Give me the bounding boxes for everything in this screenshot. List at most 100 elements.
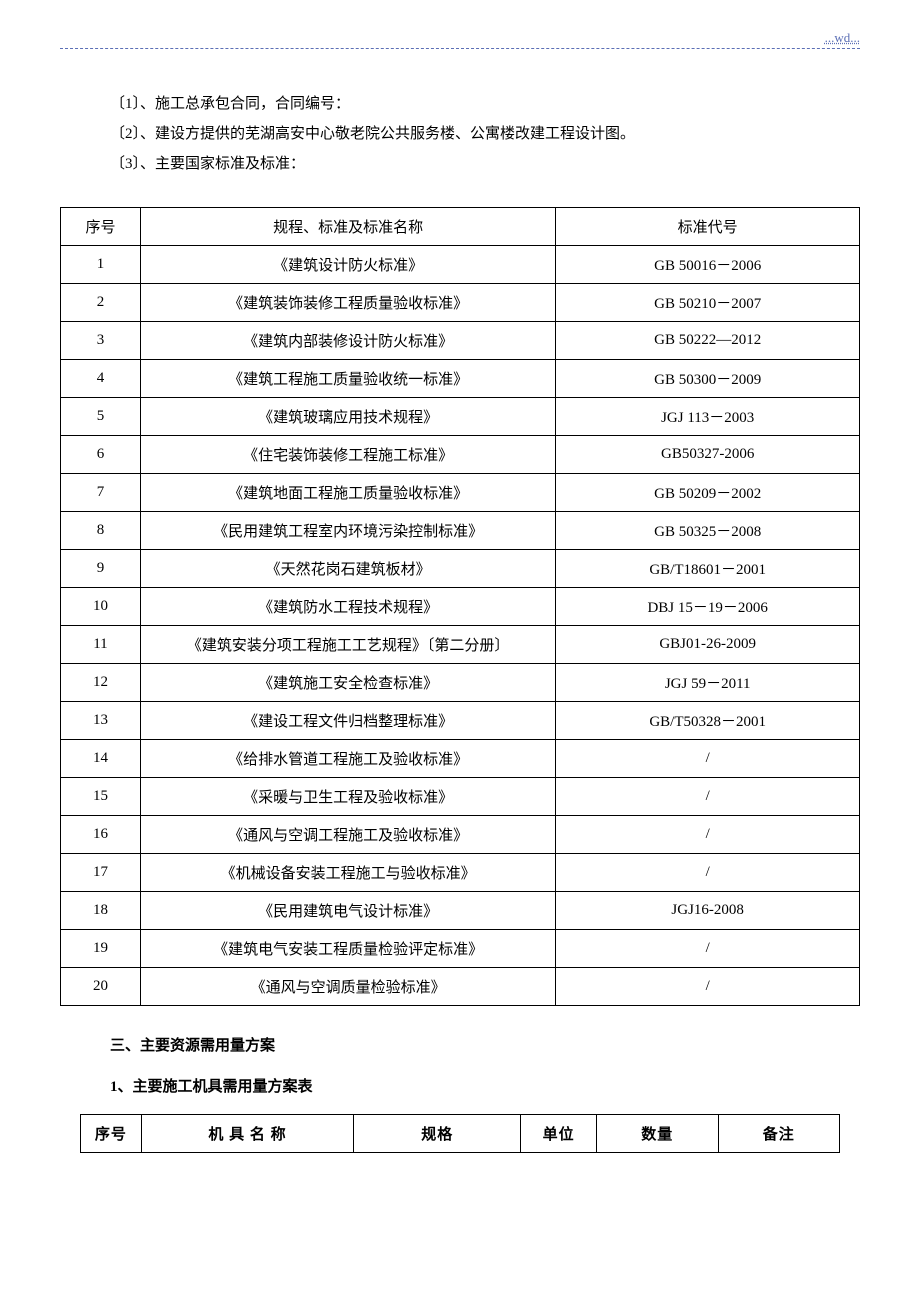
table-row: 12《建筑施工安全检查标准》JGJ 59－2011 <box>61 664 860 702</box>
cell-code: GB/T18601－2001 <box>556 550 860 588</box>
cell-code: GB50327-2006 <box>556 436 860 474</box>
header-name: 规程、标准及标准名称 <box>140 208 555 246</box>
cell-seq: 6 <box>61 436 141 474</box>
cell-seq: 4 <box>61 360 141 398</box>
cell-code: GB 50016－2006 <box>556 246 860 284</box>
header-code: 标准代号 <box>556 208 860 246</box>
cell-seq: 7 <box>61 474 141 512</box>
table-row: 19《建筑电气安装工程质量检验评定标准》/ <box>61 930 860 968</box>
table-row: 8《民用建筑工程室内环境污染控制标准》GB 50325－2008 <box>61 512 860 550</box>
cell-code: GB 50325－2008 <box>556 512 860 550</box>
cell-seq: 14 <box>61 740 141 778</box>
intro-text: 〔1〕、施工总承包合同，合同编号： 〔2〕、建设方提供的芜湖高安中心敬老院公共服… <box>80 89 840 179</box>
tools-header-seq: 序号 <box>81 1115 142 1153</box>
cell-code: JGJ 59－2011 <box>556 664 860 702</box>
cell-code: GB 50222—2012 <box>556 322 860 360</box>
tools-header-remark: 备注 <box>718 1115 839 1153</box>
cell-seq: 17 <box>61 854 141 892</box>
cell-code: GB 50209－2002 <box>556 474 860 512</box>
intro-line-2: 〔2〕、建设方提供的芜湖高安中心敬老院公共服务楼、公寓楼改建工程设计图。 <box>80 119 840 149</box>
cell-name: 《建筑装饰装修工程质量验收标准》 <box>140 284 555 322</box>
cell-name: 《建筑玻璃应用技术规程》 <box>140 398 555 436</box>
cell-name: 《建筑安装分项工程施工工艺规程》〔第二分册〕 <box>140 626 555 664</box>
standards-table-body: 序号 规程、标准及标准名称 标准代号 1《建筑设计防火标准》GB 50016－2… <box>61 208 860 1006</box>
cell-name: 《建筑防水工程技术规程》 <box>140 588 555 626</box>
cell-seq: 2 <box>61 284 141 322</box>
cell-name: 《建筑设计防火标准》 <box>140 246 555 284</box>
cell-seq: 3 <box>61 322 141 360</box>
tools-header-unit: 单位 <box>521 1115 597 1153</box>
table-row: 9《天然花岗石建筑板材》GB/T18601－2001 <box>61 550 860 588</box>
cell-name: 《建筑内部装修设计防火标准》 <box>140 322 555 360</box>
cell-code: / <box>556 968 860 1006</box>
cell-code: DBJ 15－19－2006 <box>556 588 860 626</box>
cell-name: 《住宅装饰装修工程施工标准》 <box>140 436 555 474</box>
cell-seq: 12 <box>61 664 141 702</box>
cell-seq: 1 <box>61 246 141 284</box>
table-row: 6《住宅装饰装修工程施工标准》GB50327-2006 <box>61 436 860 474</box>
cell-name: 《采暖与卫生工程及验收标准》 <box>140 778 555 816</box>
cell-name: 《建筑工程施工质量验收统一标准》 <box>140 360 555 398</box>
cell-seq: 9 <box>61 550 141 588</box>
section-3-sub1: 1、主要施工机具需用量方案表 <box>80 1075 840 1096</box>
cell-code: / <box>556 778 860 816</box>
cell-name: 《建筑电气安装工程质量检验评定标准》 <box>140 930 555 968</box>
table-row: 11《建筑安装分项工程施工工艺规程》〔第二分册〕GBJ01-26-2009 <box>61 626 860 664</box>
tools-table-body: 序号 机 具 名 称 规格 单位 数量 备注 <box>81 1115 840 1153</box>
table-row: 17《机械设备安装工程施工与验收标准》/ <box>61 854 860 892</box>
tools-header-qty: 数量 <box>597 1115 718 1153</box>
intro-line-1: 〔1〕、施工总承包合同，合同编号： <box>80 89 840 119</box>
tools-header-name: 机 具 名 称 <box>141 1115 354 1153</box>
cell-seq: 10 <box>61 588 141 626</box>
table-row: 7《建筑地面工程施工质量验收标准》GB 50209－2002 <box>61 474 860 512</box>
cell-code: / <box>556 740 860 778</box>
table-row: 5《建筑玻璃应用技术规程》JGJ 113－2003 <box>61 398 860 436</box>
standards-table: 序号 规程、标准及标准名称 标准代号 1《建筑设计防火标准》GB 50016－2… <box>60 207 860 1006</box>
cell-seq: 5 <box>61 398 141 436</box>
cell-code: / <box>556 930 860 968</box>
table-row: 10《建筑防水工程技术规程》DBJ 15－19－2006 <box>61 588 860 626</box>
cell-code: JGJ 113－2003 <box>556 398 860 436</box>
page-header: ...wd... <box>60 30 860 49</box>
cell-name: 《民用建筑工程室内环境污染控制标准》 <box>140 512 555 550</box>
tools-header-row: 序号 机 具 名 称 规格 单位 数量 备注 <box>81 1115 840 1153</box>
cell-seq: 8 <box>61 512 141 550</box>
tools-header-spec: 规格 <box>354 1115 521 1153</box>
cell-code: GB/T50328－2001 <box>556 702 860 740</box>
section-3-title: 三、主要资源需用量方案 <box>80 1034 840 1055</box>
table-header-row: 序号 规程、标准及标准名称 标准代号 <box>61 208 860 246</box>
cell-name: 《建筑施工安全检查标准》 <box>140 664 555 702</box>
cell-code: GBJ01-26-2009 <box>556 626 860 664</box>
cell-name: 《建筑地面工程施工质量验收标准》 <box>140 474 555 512</box>
cell-name: 《建设工程文件归档整理标准》 <box>140 702 555 740</box>
table-row: 14《给排水管道工程施工及验收标准》/ <box>61 740 860 778</box>
cell-name: 《通风与空调工程施工及验收标准》 <box>140 816 555 854</box>
cell-seq: 18 <box>61 892 141 930</box>
table-row: 3《建筑内部装修设计防火标准》GB 50222—2012 <box>61 322 860 360</box>
table-row: 16《通风与空调工程施工及验收标准》/ <box>61 816 860 854</box>
cell-seq: 16 <box>61 816 141 854</box>
cell-code: / <box>556 816 860 854</box>
cell-code: / <box>556 854 860 892</box>
cell-name: 《机械设备安装工程施工与验收标准》 <box>140 854 555 892</box>
table-row: 2《建筑装饰装修工程质量验收标准》GB 50210－2007 <box>61 284 860 322</box>
cell-name: 《给排水管道工程施工及验收标准》 <box>140 740 555 778</box>
tools-table: 序号 机 具 名 称 规格 单位 数量 备注 <box>80 1114 840 1153</box>
cell-code: GB 50210－2007 <box>556 284 860 322</box>
cell-seq: 19 <box>61 930 141 968</box>
cell-seq: 15 <box>61 778 141 816</box>
cell-code: GB 50300－2009 <box>556 360 860 398</box>
cell-code: JGJ16-2008 <box>556 892 860 930</box>
table-row: 15《采暖与卫生工程及验收标准》/ <box>61 778 860 816</box>
cell-name: 《民用建筑电气设计标准》 <box>140 892 555 930</box>
cell-name: 《通风与空调质量检验标准》 <box>140 968 555 1006</box>
table-row: 13《建设工程文件归档整理标准》GB/T50328－2001 <box>61 702 860 740</box>
table-row: 1《建筑设计防火标准》GB 50016－2006 <box>61 246 860 284</box>
cell-seq: 11 <box>61 626 141 664</box>
table-row: 18《民用建筑电气设计标准》JGJ16-2008 <box>61 892 860 930</box>
table-row: 4《建筑工程施工质量验收统一标准》GB 50300－2009 <box>61 360 860 398</box>
intro-line-3: 〔3〕、主要国家标准及标准： <box>80 149 840 179</box>
header-seq: 序号 <box>61 208 141 246</box>
cell-seq: 20 <box>61 968 141 1006</box>
table-row: 20《通风与空调质量检验标准》/ <box>61 968 860 1006</box>
